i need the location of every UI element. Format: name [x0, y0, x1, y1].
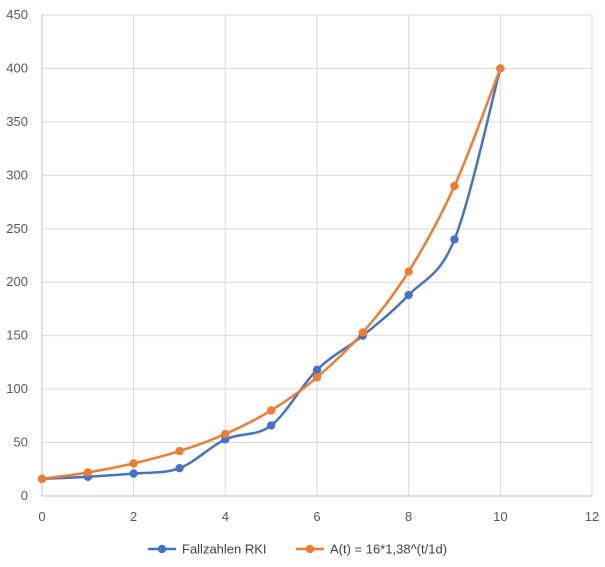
data-point-series-1: [129, 459, 138, 468]
series-points: [37, 64, 505, 484]
data-point-series-1: [496, 64, 505, 73]
legend-swatch-marker: [157, 544, 167, 554]
x-tick-label: 12: [585, 509, 599, 524]
y-tick-label: 200: [6, 274, 28, 289]
legend-label: Fallzahlen RKI: [182, 542, 267, 557]
data-point-series-1: [266, 406, 276, 415]
legend-entry-0[interactable]: Fallzahlen RKI: [148, 542, 267, 557]
legend-swatch-marker: [305, 544, 315, 554]
y-tick-label: 350: [6, 114, 28, 129]
y-tick-label: 0: [21, 488, 28, 503]
series-line-0: [40, 67, 502, 481]
x-tick-label: 0: [38, 509, 45, 524]
data-point-series-1: [37, 474, 47, 484]
axes: 0 50 100 150 200 250 300 350 400 450 0 2 4 6 8 10 12: [6, 7, 599, 524]
data-point-series-0: [129, 469, 138, 478]
data-point-series-1: [312, 373, 322, 382]
data-point-series-1: [83, 468, 93, 477]
y-tick-label: 450: [6, 7, 28, 22]
y-tick-label: 150: [6, 328, 28, 343]
legend[interactable]: Fallzahlen RKI A(t) = 16*1,38^(t/1d): [148, 542, 447, 557]
legend-label: A(t) = 16*1,38^(t/1d): [330, 542, 447, 557]
x-tick-label: 6: [313, 509, 320, 524]
x-tick-label: 4: [222, 509, 229, 524]
data-point-series-1: [404, 267, 413, 276]
series-line-1: [40, 67, 502, 481]
y-tick-label: 50: [14, 435, 28, 450]
data-point-series-0: [404, 290, 413, 300]
data-point-series-0: [175, 464, 184, 473]
x-tick-label: 10: [493, 509, 507, 524]
data-point-series-1: [358, 328, 368, 337]
series-lines: [40, 67, 502, 481]
data-point-series-1: [450, 181, 459, 191]
y-tick-label: 100: [6, 381, 28, 396]
data-point-series-0: [266, 421, 276, 430]
x-tick-label: 2: [130, 509, 137, 524]
legend-entry-1[interactable]: A(t) = 16*1,38^(t/1d): [296, 542, 447, 557]
y-tick-label: 400: [6, 60, 28, 75]
data-point-series-0: [450, 235, 459, 244]
data-point-series-1: [221, 429, 230, 439]
data-point-series-1: [175, 446, 184, 456]
y-tick-label: 250: [6, 221, 28, 236]
y-tick-label: 300: [6, 167, 28, 182]
x-tick-label: 8: [405, 509, 412, 524]
gridlines: [42, 14, 593, 496]
data-point-series-0: [312, 365, 322, 375]
